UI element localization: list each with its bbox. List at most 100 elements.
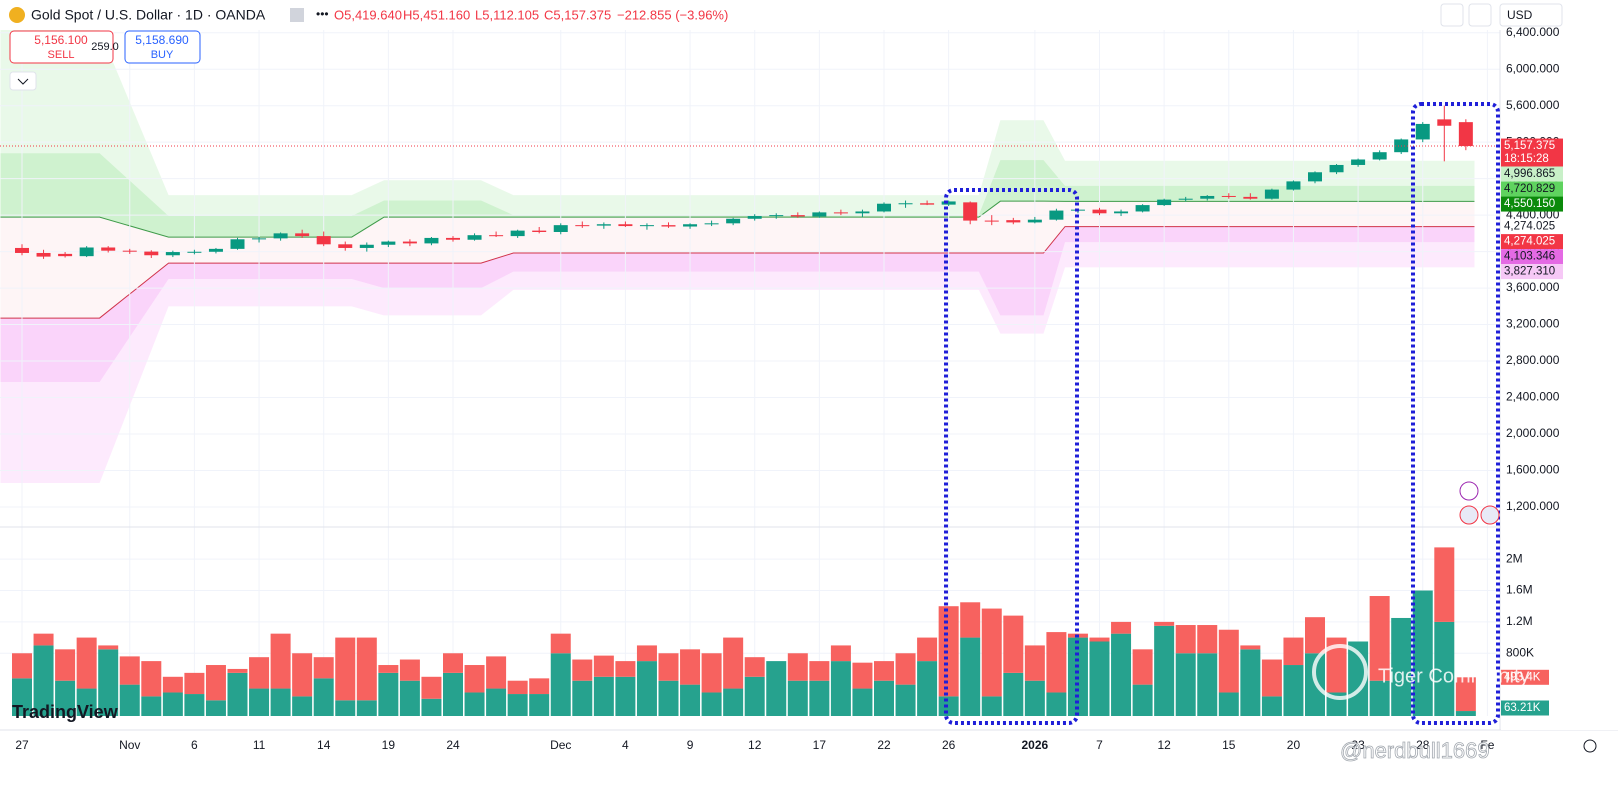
- buy-button[interactable]: [124, 30, 201, 64]
- price-tag: [1501, 219, 1563, 235]
- x-tick-label: 15: [1222, 738, 1236, 752]
- countdown: 18:15:28: [1504, 153, 1549, 165]
- symbol-icon: [9, 7, 25, 23]
- candle-body: [187, 251, 202, 253]
- y-tick-label: 3,600.000: [1506, 280, 1560, 294]
- volume-bar: [809, 680, 830, 716]
- volume-bar: [270, 633, 291, 689]
- volume-bar: [701, 692, 722, 716]
- volume-bar: [874, 680, 894, 716]
- volume-bar: [529, 678, 550, 695]
- candle-body: [1308, 172, 1322, 182]
- candle-body: [661, 225, 676, 227]
- volume-bar: [874, 661, 894, 681]
- candle-body: [1351, 159, 1366, 165]
- volume-bar: [1003, 672, 1024, 716]
- volume-bar: [443, 653, 463, 673]
- candle-body: [402, 241, 417, 244]
- sell-button[interactable]: [9, 30, 114, 64]
- volume-bar: [1434, 547, 1455, 622]
- symbol-title[interactable]: Gold Spot / U.S. Dollar · 1D · OANDA: [31, 7, 266, 23]
- volume-bar: [1132, 684, 1153, 716]
- logo: TradingView: [12, 702, 119, 722]
- volume-bar: [184, 694, 205, 716]
- volume-bar: [1240, 645, 1261, 650]
- y-tick-label: 6,000.000: [1506, 61, 1560, 75]
- flag-icon[interactable]: [1459, 505, 1479, 525]
- price-tag-label: 4,274.025: [1504, 221, 1555, 233]
- volume-bar: [636, 661, 657, 716]
- volume-bar: [1197, 653, 1218, 716]
- candle-body: [1437, 119, 1452, 126]
- x-tick-label: Dec: [550, 738, 571, 752]
- volume-bar: [421, 676, 442, 699]
- volume-bar: [205, 665, 226, 701]
- volume-bar: [464, 665, 485, 693]
- volume-bar: [1132, 649, 1153, 685]
- candle-body: [877, 203, 891, 212]
- volume-bar: [960, 602, 981, 638]
- currency-select[interactable]: [1499, 3, 1563, 27]
- flag-icon[interactable]: [1480, 505, 1500, 525]
- volume-bar: [1089, 641, 1110, 716]
- price-tag: [1501, 138, 1563, 167]
- y-tick-label: 1,600.000: [1506, 463, 1560, 477]
- candle-body: [36, 252, 51, 257]
- indicator-line: [0, 226, 1475, 319]
- volume-bar: [895, 653, 916, 685]
- y-tick-label: 2,400.000: [1506, 390, 1560, 404]
- x-tick-label: 12: [748, 738, 762, 752]
- x-tick-label: 19: [382, 738, 396, 752]
- volume-bar: [141, 661, 162, 697]
- indicator-band: [0, 30, 1475, 238]
- settings-icon[interactable]: [1583, 739, 1597, 753]
- eye-icon[interactable]: [290, 8, 304, 22]
- event-icon[interactable]: [1459, 481, 1479, 501]
- volume-bar: [744, 657, 765, 677]
- watermark: Tiger Community: [1378, 665, 1530, 687]
- volume-bar: [1283, 665, 1304, 716]
- volume-bar: [766, 661, 787, 716]
- y-tick-label: 6,400.000: [1506, 25, 1560, 39]
- volume-bar: [162, 676, 183, 693]
- candle-body: [1006, 220, 1021, 223]
- candle-body: [941, 201, 956, 205]
- candle-body: [79, 247, 94, 257]
- volume-tag: [1501, 669, 1549, 685]
- more-button[interactable]: •••: [316, 7, 329, 21]
- ohlc-open: O5,419.640: [334, 7, 402, 22]
- volume-bar: [12, 653, 32, 679]
- price-tag: [1501, 249, 1563, 265]
- volume-bar: [572, 680, 593, 716]
- volume-bar: [615, 676, 636, 716]
- volume-bar: [507, 694, 528, 716]
- volume-bar: [76, 688, 97, 716]
- volume-bar: [227, 672, 248, 716]
- price-tag: [1501, 181, 1563, 197]
- candle-body: [1178, 198, 1193, 200]
- candle-body: [359, 244, 374, 248]
- volume-bar: [658, 653, 679, 681]
- volume-bar: [852, 688, 873, 716]
- candle-body: [1286, 181, 1301, 190]
- volume-bar: [313, 657, 334, 679]
- volume-bar: [205, 700, 226, 716]
- x-tick-label: 27: [15, 738, 29, 752]
- indicator-band: [0, 153, 1475, 238]
- x-tick-label: 11: [253, 738, 266, 752]
- volume-bar: [378, 665, 399, 673]
- volume-bar: [550, 633, 571, 654]
- axis-layer: 1,200.000 1,600.000 2,000.000 2,400.000 2,80…: [15, 25, 1618, 752]
- refresh-button[interactable]: [1468, 3, 1492, 27]
- volume-bar: [1369, 596, 1390, 681]
- candle-body: [833, 212, 848, 214]
- volume-bar: [1154, 621, 1175, 626]
- candle-body: [165, 252, 180, 256]
- price-tag-label: 4,550.150: [1504, 198, 1555, 210]
- volume-bar: [378, 672, 399, 716]
- download-button[interactable]: [1440, 3, 1464, 27]
- collapse-button[interactable]: [9, 71, 37, 91]
- candle-body: [1221, 195, 1236, 197]
- volume-bar: [1111, 621, 1132, 634]
